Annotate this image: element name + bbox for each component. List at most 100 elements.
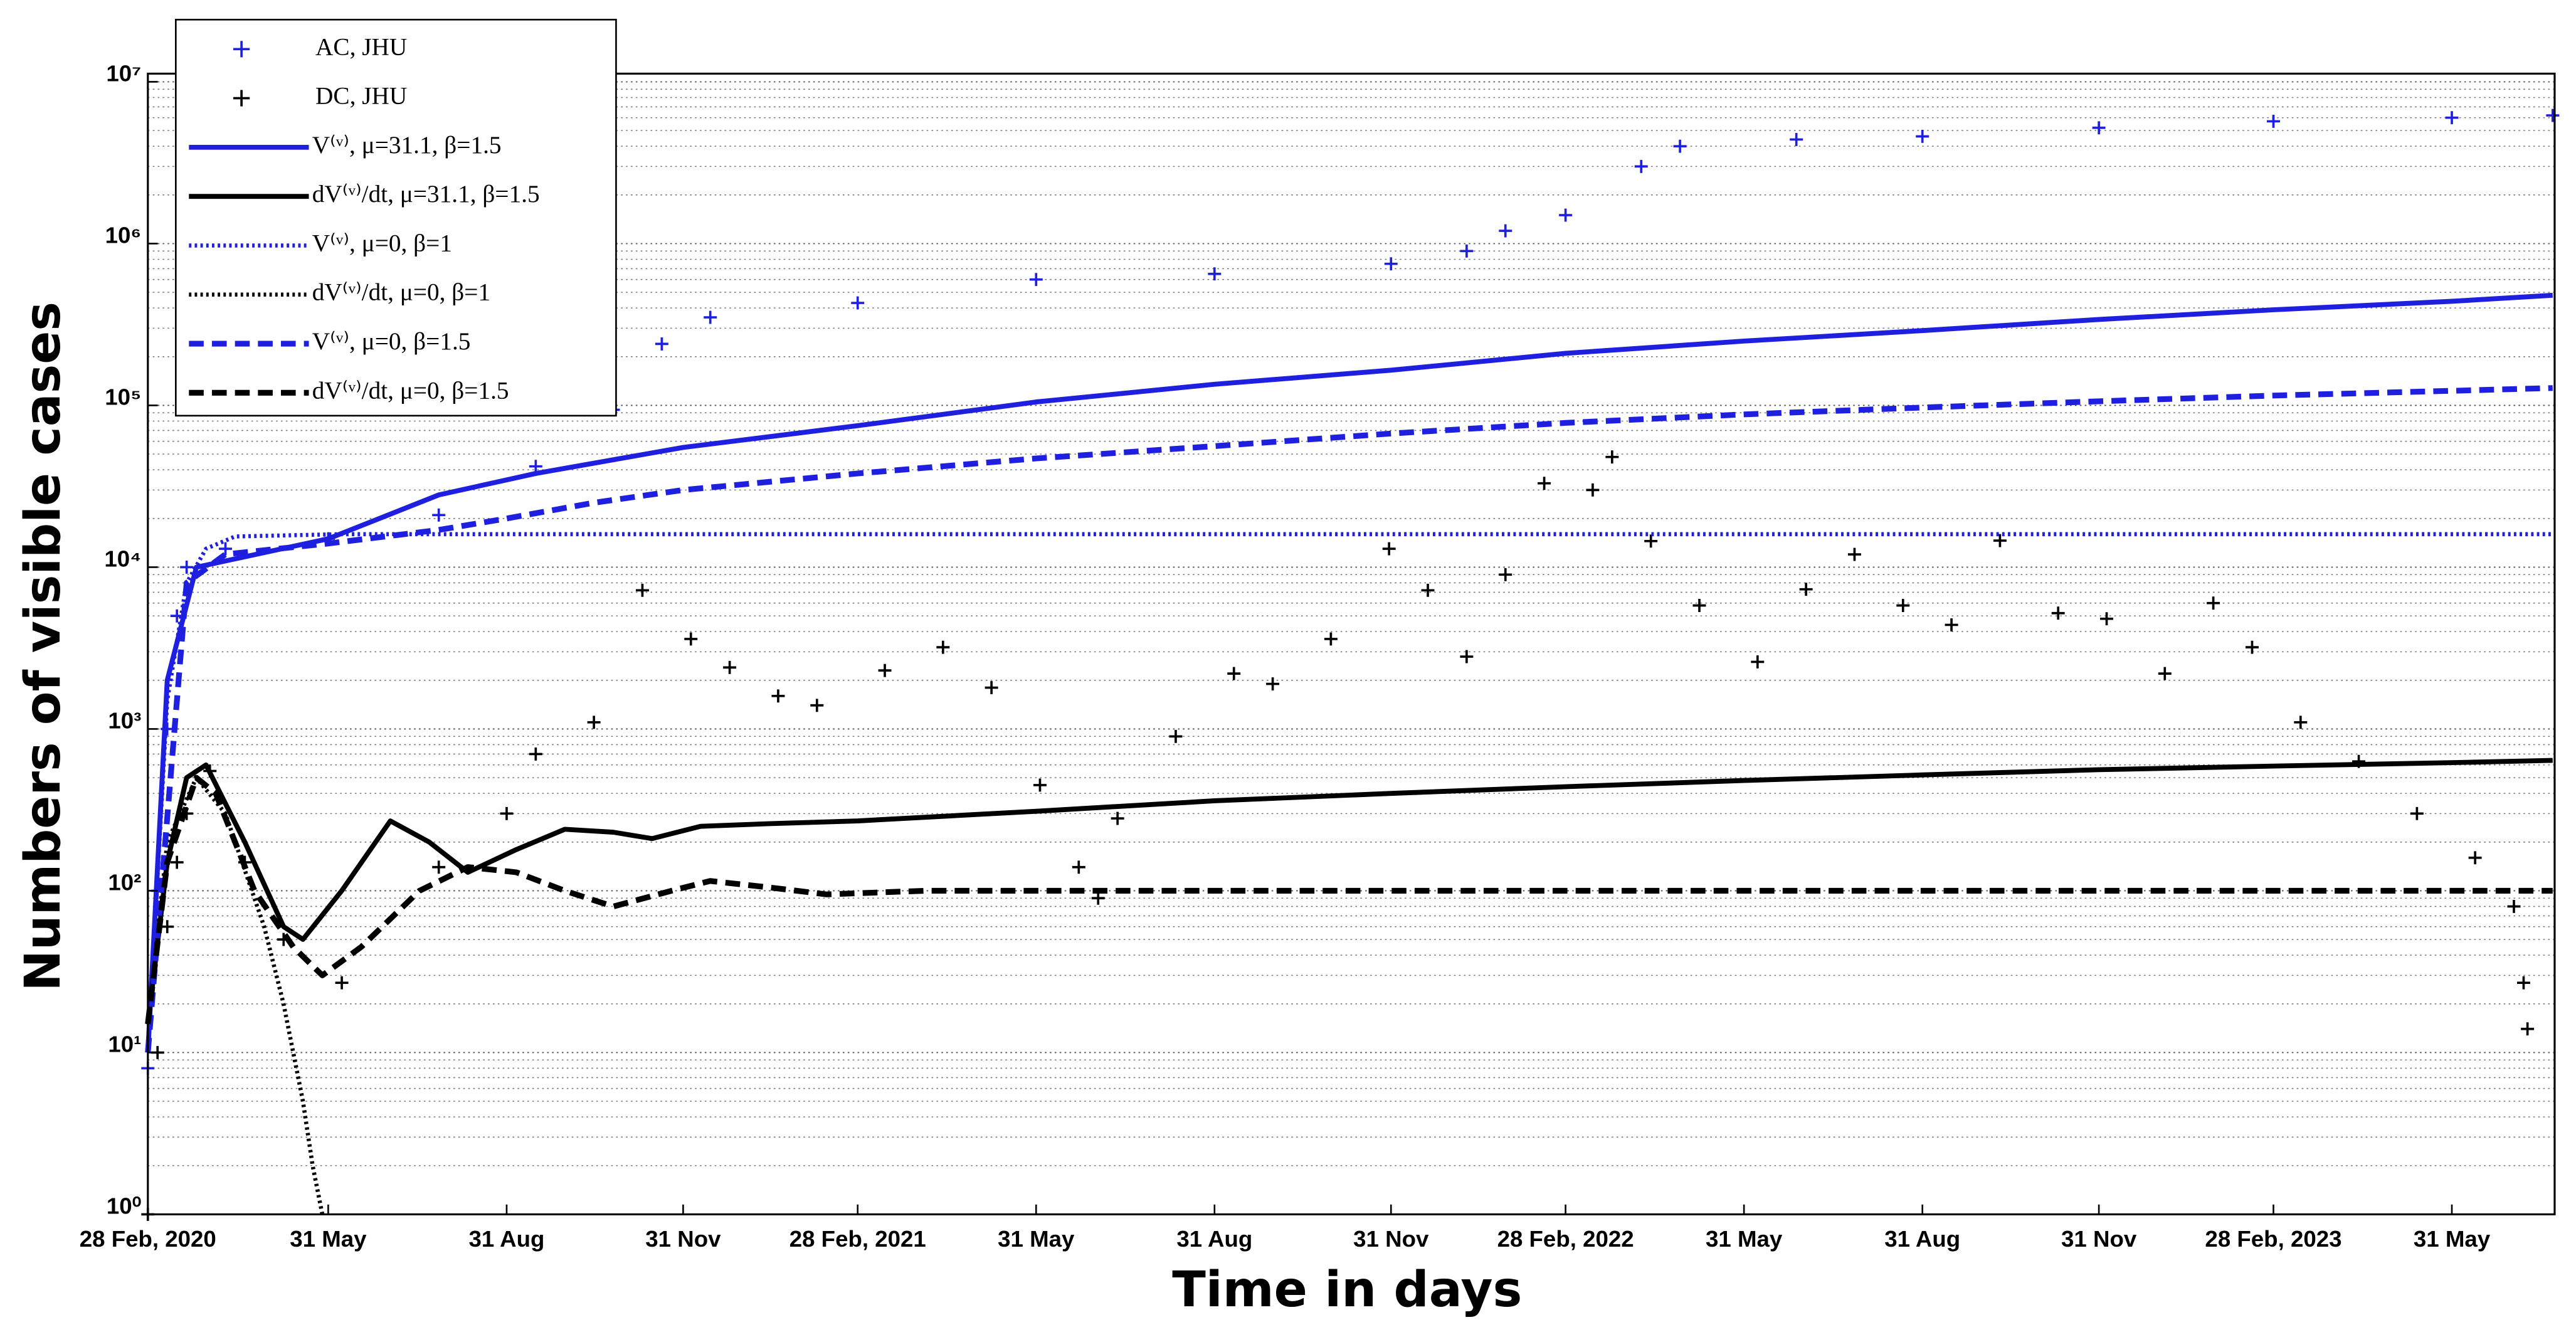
data-marker <box>1266 677 1280 690</box>
data-marker <box>2092 121 2106 135</box>
data-marker <box>1916 130 1929 143</box>
data-marker <box>936 640 950 654</box>
data-marker <box>2051 606 2065 620</box>
legend: AC, JHU DC, JHU V⁽ᵛ⁾, μ=31.1, β=1.5 dV⁽ᵛ⁾/d… <box>175 19 617 417</box>
x-tick-label: 31 Nov <box>645 1226 721 1252</box>
data-marker <box>1605 450 1619 464</box>
data-marker <box>2100 612 2113 626</box>
data-marker <box>1460 650 1474 663</box>
x-tick-label: 31 Aug <box>469 1226 545 1252</box>
y-tick-label: 10⁵ <box>105 384 141 410</box>
data-marker <box>1634 159 1648 173</box>
data-marker <box>432 508 446 522</box>
data-marker <box>1324 632 1338 646</box>
data-marker <box>335 976 349 990</box>
y-tick-label: 10⁰ <box>107 1193 142 1219</box>
x-tick-label: 31 May <box>998 1226 1075 1252</box>
x-tick-label: 28 Feb, 2020 <box>80 1226 216 1252</box>
data-marker <box>2546 108 2560 122</box>
data-marker <box>2158 667 2172 680</box>
data-line <box>145 385 2553 1053</box>
x-tick-label: 28 Feb, 2021 <box>789 1226 926 1252</box>
data-marker <box>219 542 232 556</box>
data-marker <box>1227 667 1241 680</box>
data-marker <box>1586 483 1600 497</box>
data-marker <box>2410 806 2424 820</box>
data-marker <box>1799 583 1813 596</box>
data-marker <box>771 689 785 703</box>
data-marker <box>1169 729 1183 743</box>
legend-label: dV⁽ᵛ⁾/dt, μ=31.1, β=1.5 <box>312 181 540 208</box>
plot-area <box>141 108 2560 1221</box>
data-marker <box>1421 583 1435 597</box>
data-marker <box>655 337 668 351</box>
data-marker <box>500 806 514 820</box>
data-marker <box>1499 224 1512 238</box>
data-marker <box>1499 568 1512 581</box>
data-marker <box>1538 477 1551 490</box>
data-marker <box>2294 716 2308 729</box>
data-marker <box>2468 851 2482 865</box>
data-line <box>145 775 325 1215</box>
data-marker <box>704 310 717 324</box>
y-tick-label: 10⁷ <box>106 61 141 87</box>
data-marker <box>2245 640 2259 654</box>
data-marker <box>1460 244 1474 258</box>
x-tick-label: 28 Feb, 2023 <box>2205 1226 2341 1252</box>
y-tick-label: 10¹ <box>108 1032 141 1057</box>
legend-box <box>175 19 617 417</box>
data-marker <box>1751 655 1765 668</box>
data-marker <box>1208 267 1222 281</box>
data-marker <box>1033 778 1047 792</box>
legend-label: dV⁽ᵛ⁾/dt, μ=0, β=1.5 <box>312 377 509 404</box>
x-tick-label: 28 Feb, 2022 <box>1497 1226 1634 1252</box>
data-marker <box>2521 1022 2535 1036</box>
data-marker <box>1896 599 1910 612</box>
data-marker <box>878 663 892 677</box>
data-marker <box>2445 111 2459 125</box>
data-marker <box>1644 534 1658 548</box>
data-marker <box>1029 273 1043 287</box>
data-marker <box>635 583 649 597</box>
data-marker <box>984 681 998 695</box>
legend-marker <box>233 41 250 58</box>
axes: 10⁰ 10¹ 10² 10³ 10⁴ 10⁵ 10⁶ 10⁷ 28 Feb, 2020 31 M… <box>80 61 2491 1252</box>
x-tick-label: 31 May <box>290 1226 367 1252</box>
data-marker <box>1111 811 1124 825</box>
legend-label: V⁽ᵛ⁾, μ=0, β=1 <box>312 230 452 257</box>
data-marker <box>723 660 737 674</box>
y-axis-title: Numbers of visible cases <box>14 302 71 991</box>
data-marker <box>432 860 446 874</box>
data-marker <box>1790 133 1803 146</box>
data-marker <box>1091 891 1105 905</box>
data-marker <box>851 296 865 310</box>
data-marker <box>529 460 542 473</box>
x-tick-label: 31 May <box>2414 1226 2491 1252</box>
data-marker <box>1945 618 1958 631</box>
data-marker <box>170 855 184 869</box>
legend-label: dV⁽ᵛ⁾/dt, μ=0, β=1 <box>312 279 490 306</box>
data-marker <box>1382 542 1396 556</box>
data-marker <box>1559 208 1573 222</box>
x-axis-title: Time in days <box>1172 1261 1522 1318</box>
data-marker <box>810 699 824 712</box>
data-marker <box>529 747 542 761</box>
legend-marker <box>233 90 250 107</box>
data-marker <box>180 561 194 574</box>
data-line <box>145 774 2553 1025</box>
legend-label: V⁽ᵛ⁾, μ=31.1, β=1.5 <box>312 132 502 159</box>
data-line <box>145 532 2553 1053</box>
y-tick-label: 10³ <box>108 708 141 734</box>
data-marker <box>1692 599 1706 612</box>
data-marker <box>2267 115 2280 128</box>
data-marker <box>1993 534 2007 547</box>
data-marker <box>684 632 698 646</box>
x-tick-label: 31 Nov <box>2061 1226 2137 1252</box>
legend-label: V⁽ᵛ⁾, μ=0, β=1.5 <box>312 328 471 355</box>
data-marker <box>587 716 601 729</box>
data-marker <box>2516 976 2530 990</box>
x-tick-label: 31 May <box>1706 1226 1783 1252</box>
y-tick-label: 10⁶ <box>105 223 142 248</box>
plot-frame <box>147 72 2556 1216</box>
